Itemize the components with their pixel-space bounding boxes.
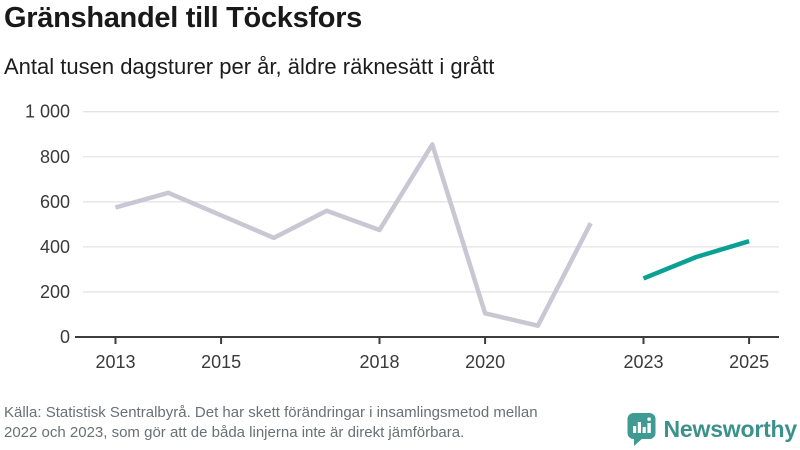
x-axis-tick-label: 2023 — [623, 352, 663, 372]
y-axis-tick-label: 200 — [40, 282, 70, 302]
x-axis-tick-label: 2013 — [95, 352, 135, 372]
series-gray-line-aldre-raknesatt — [114, 142, 593, 328]
x-axis-tick-label: 2025 — [729, 352, 769, 372]
series-teal-line — [642, 239, 750, 281]
chart-title: Gränshandel till Töcksfors — [4, 2, 363, 34]
newsworthy-logo[interactable]: Newsworthy — [626, 411, 797, 447]
newsworthy-logo-icon — [627, 413, 656, 446]
newsworthy-logo-text: Newsworthy — [663, 415, 798, 442]
x-axis-tick-label: 2020 — [465, 352, 505, 372]
chart-subtitle: Antal tusen dagsturer per år, äldre räkn… — [4, 54, 495, 79]
y-axis-tick-label: 600 — [40, 192, 70, 212]
x-axis-tick-label: 2015 — [201, 352, 241, 372]
line-chart: 0 200 400 600 800 1 000 2013 2015 2018 2020 2023 20… — [25, 102, 779, 372]
x-axis-tick-label: 2018 — [359, 352, 399, 372]
y-axis-tick-label: 400 — [40, 237, 70, 257]
y-axis-tick-label: 800 — [40, 147, 70, 167]
y-axis-tick-label: 0 — [60, 327, 70, 347]
y-axis-tick-label: 1 000 — [25, 102, 70, 122]
source-note-line2: 2022 och 2023, som gör att de båda linje… — [4, 423, 465, 441]
source-note: Källa: Statistisk Sentralbyrå. Det har s… — [4, 403, 650, 442]
source-note-line1: Källa: Statistisk Sentralbyrå. Det har s… — [4, 404, 538, 421]
